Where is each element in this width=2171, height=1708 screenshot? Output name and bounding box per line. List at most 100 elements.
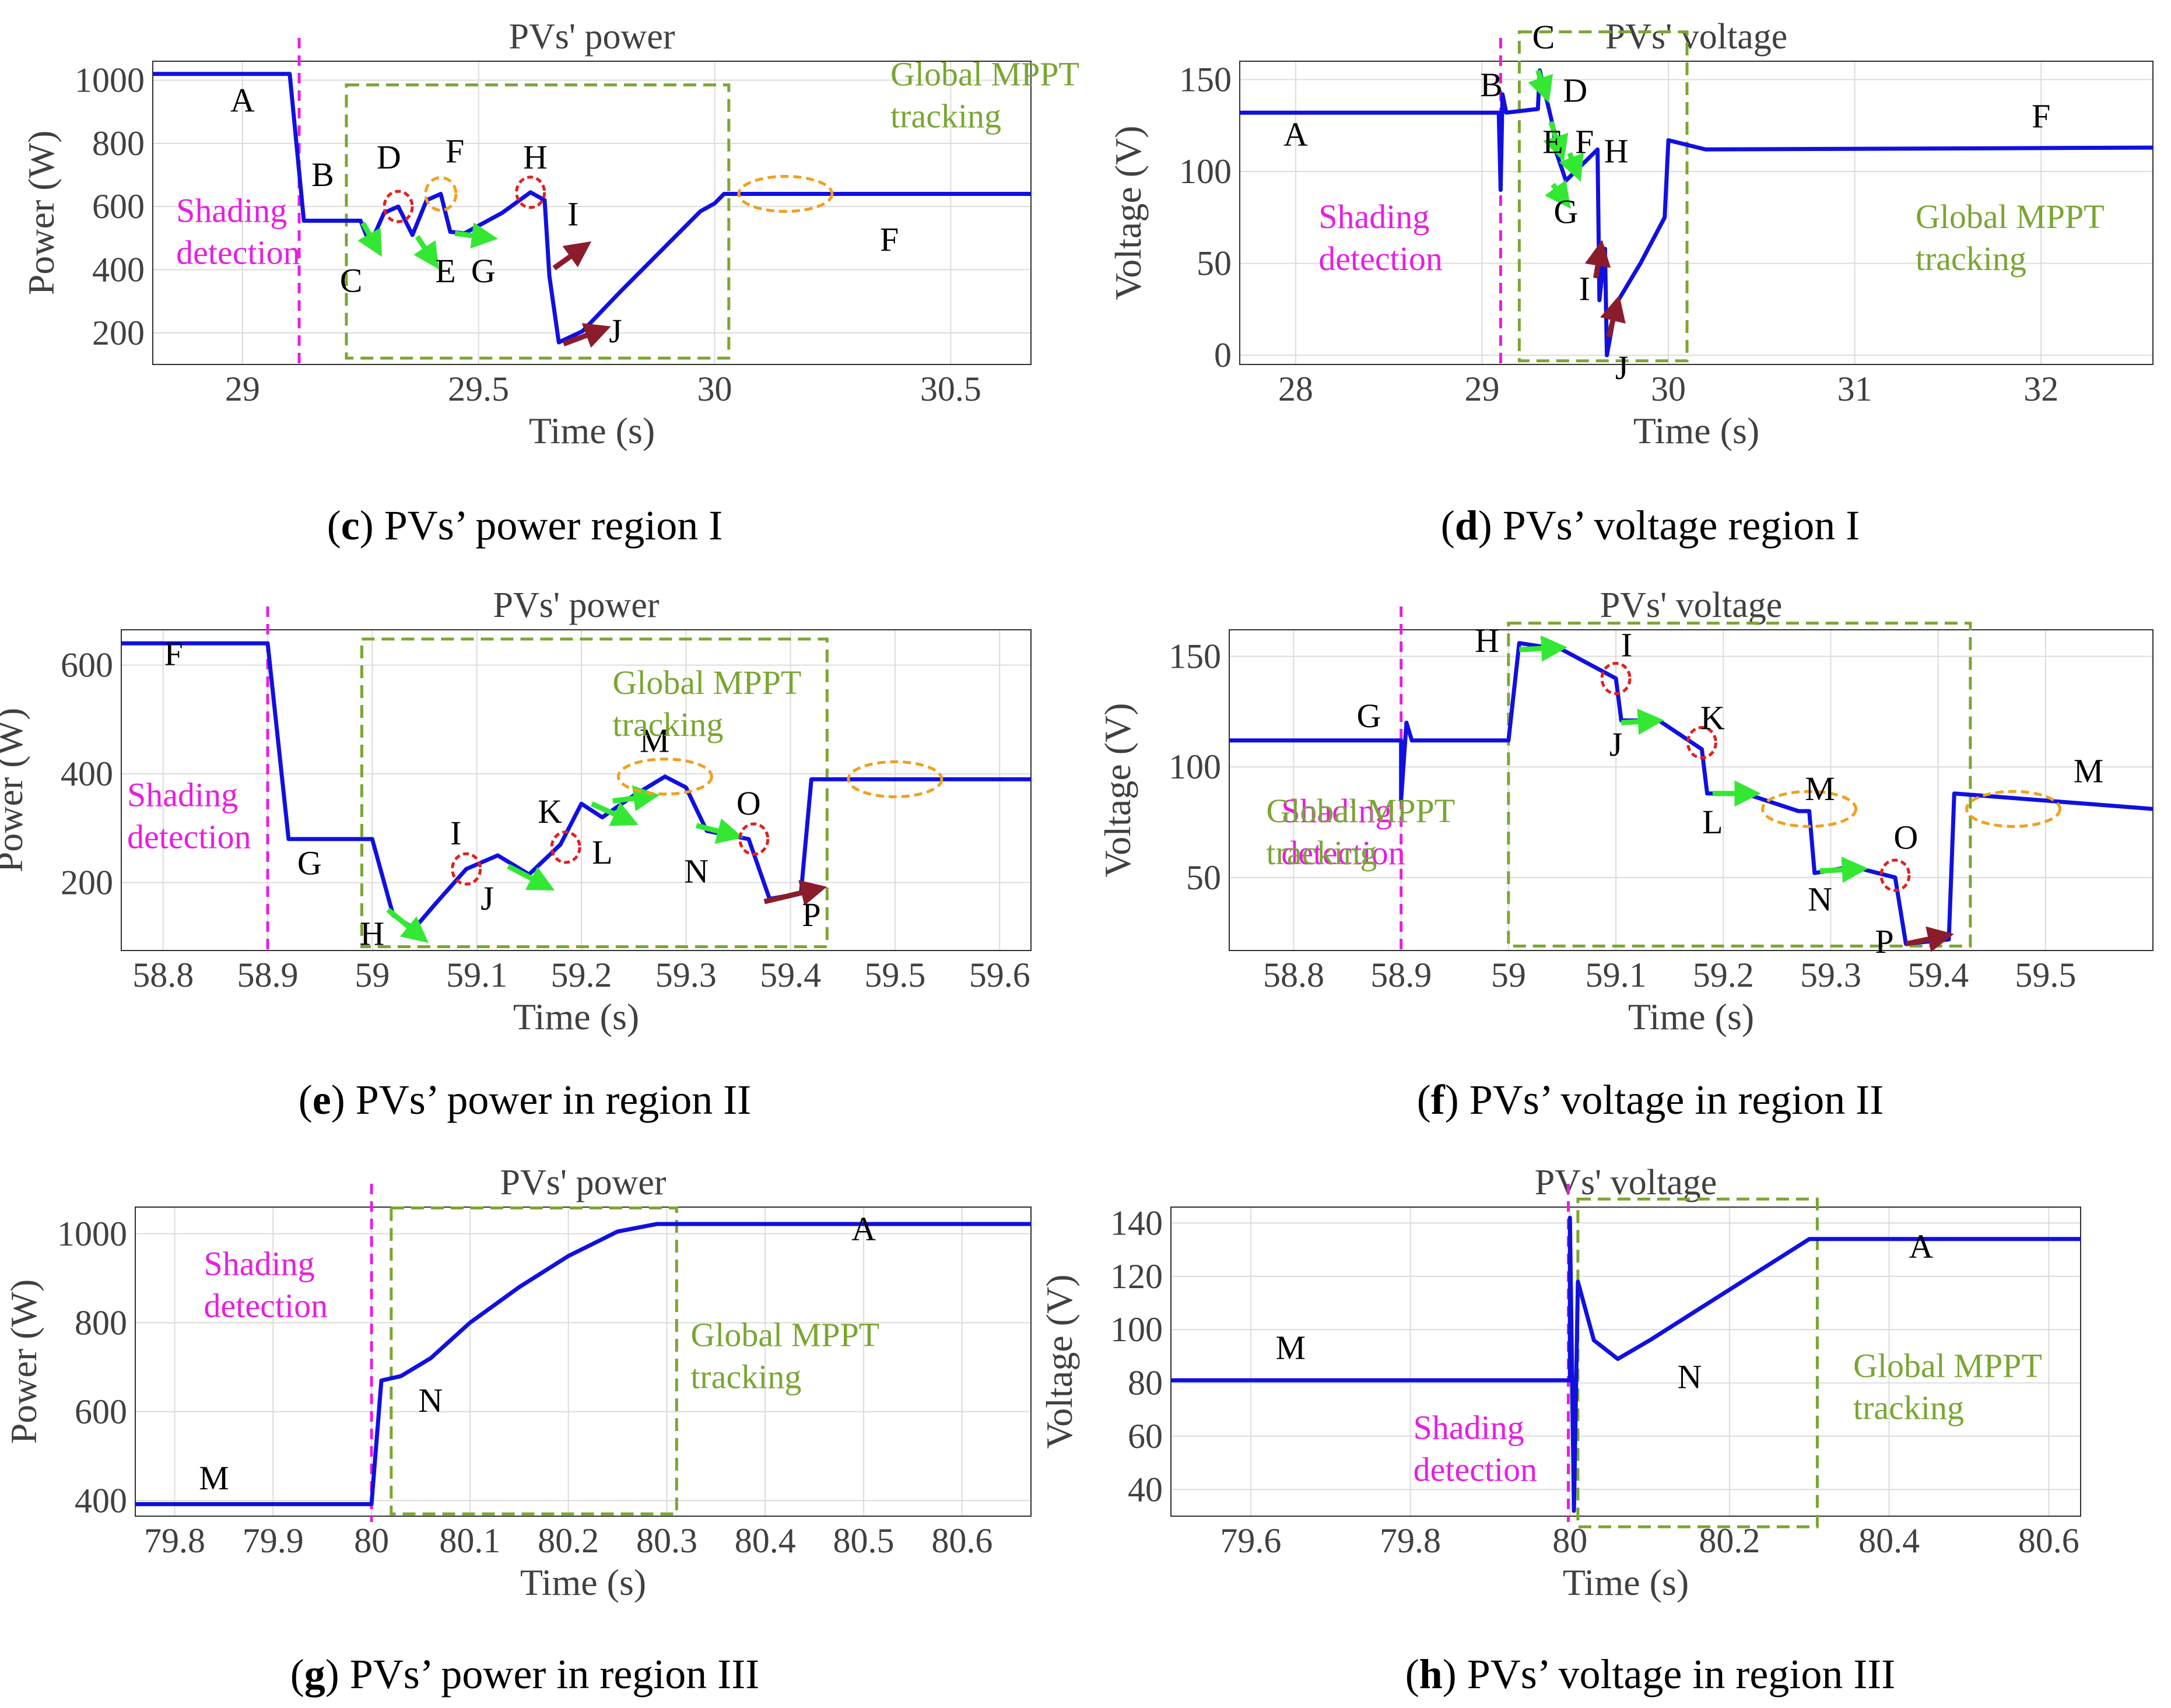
- y-tick-label: 600: [92, 187, 145, 226]
- x-tick-label: 80.5: [833, 1521, 895, 1560]
- shading-detection-label: Shading: [204, 1245, 315, 1283]
- data-line: [1229, 641, 2153, 946]
- point-label: E: [435, 252, 455, 290]
- orange-circle-marker: [424, 176, 458, 212]
- y-tick-label: 400: [61, 755, 113, 793]
- plot-frame: [121, 629, 1032, 951]
- y-tick-label: 100: [1110, 1310, 1163, 1349]
- green-arrow: [1819, 857, 1868, 883]
- x-tick-label: 59.1: [446, 956, 507, 994]
- x-tick-label: 32: [2023, 370, 2058, 408]
- point-label: L: [1702, 803, 1723, 841]
- red-circle-marker: [451, 852, 482, 886]
- point-label: I: [567, 195, 578, 233]
- green-arrow: [696, 818, 743, 844]
- green-arrow: [612, 785, 660, 812]
- green-arrow: [413, 235, 439, 269]
- orange-circle-marker: [1965, 790, 2062, 828]
- y-tick-label: 600: [75, 1393, 127, 1431]
- point-label: E: [1542, 123, 1563, 161]
- chart-title: PVs' power: [500, 1163, 667, 1202]
- x-tick-label: 29: [1464, 370, 1499, 408]
- data-line: [1171, 1215, 2081, 1513]
- point-label: G: [1356, 697, 1381, 735]
- point-label: H: [360, 915, 384, 953]
- chart-panel-c: 29 29.5 30 30.5 200 400 600 800 1000 Time (s) Powe…: [20, 17, 1079, 451]
- x-tick-label: 59: [355, 956, 390, 994]
- y-tick-label: 800: [92, 124, 145, 163]
- orange-circle-marker: [616, 757, 713, 796]
- y-tick-label: 1000: [75, 61, 145, 100]
- point-label: A: [1909, 1227, 1933, 1265]
- chart-panel-h: 79.6 79.8 80 80.2 80.4 80.6406080100120140Tim…: [1039, 1163, 2081, 1603]
- point-label: D: [1563, 71, 1587, 109]
- darkred-arrow: [1600, 294, 1626, 338]
- shading-detection-label: Shading: [176, 192, 287, 230]
- x-tick-label: 59.4: [1907, 956, 1969, 994]
- global-mppt-label: tracking: [1853, 1389, 1964, 1427]
- global-mppt-box: [390, 1207, 678, 1516]
- point-label: G: [471, 252, 496, 290]
- caption-panel-c: (c) PVs’ power region I: [327, 502, 723, 549]
- y-tick-label: 400: [92, 251, 145, 289]
- point-label: H: [1475, 622, 1499, 660]
- plot-frame: [1229, 629, 2154, 951]
- global-mppt-label: Global MPPT: [1266, 792, 1455, 830]
- green-arrow: [357, 222, 383, 257]
- y-tick-label: 50: [1186, 858, 1221, 897]
- shading-detection-label: detection: [127, 818, 251, 856]
- x-tick-label: 80.6: [2018, 1521, 2079, 1560]
- point-label: M: [2074, 752, 2104, 790]
- point-label: F: [1575, 123, 1594, 161]
- shading-detection-label: detection: [1318, 240, 1443, 278]
- red-circle-marker: [383, 190, 414, 223]
- caption-panel-e: (e) PVs’ power in region II: [298, 1076, 752, 1123]
- point-label: F: [880, 220, 899, 258]
- y-tick-label: 120: [1110, 1257, 1163, 1296]
- caption-panel-h: (h) PVs’ voltage in region III: [1405, 1651, 1896, 1698]
- point-label: A: [851, 1210, 876, 1248]
- green-arrow: [386, 907, 429, 944]
- x-tick-label: 80.2: [538, 1521, 599, 1560]
- green-arrow: [507, 864, 555, 890]
- point-label: F: [446, 132, 464, 170]
- y-tick-label: 200: [61, 863, 113, 902]
- y-tick-label: 50: [1197, 244, 1232, 283]
- x-tick-label: 80.6: [931, 1521, 992, 1560]
- point-label: D: [377, 138, 401, 176]
- point-label: L: [592, 833, 612, 871]
- plot-frame: [1170, 1207, 2081, 1517]
- global-mppt-label: tracking: [612, 706, 723, 743]
- point-label: P: [802, 896, 820, 934]
- global-mppt-label: Global MPPT: [612, 664, 801, 702]
- global-mppt-box: [1576, 1197, 1819, 1528]
- x-tick-label: 59.3: [1800, 956, 1861, 994]
- global-mppt-box: [1507, 622, 1972, 948]
- x-tick-label: 59.3: [655, 956, 717, 994]
- x-tick-label: 29: [225, 370, 260, 408]
- x-axis-label: Time (s): [529, 410, 655, 451]
- caption-panel-d: (d) PVs’ voltage region I: [1440, 502, 1860, 549]
- x-axis-label: Time (s): [520, 1562, 646, 1603]
- shading-detection-label: Shading: [127, 776, 238, 814]
- y-axis-label: Power (W): [20, 131, 62, 296]
- global-mppt-label: tracking: [1266, 834, 1377, 872]
- global-mppt-label: tracking: [690, 1358, 801, 1396]
- point-label: P: [1875, 923, 1893, 960]
- point-label: M: [1805, 770, 1835, 808]
- point-label: N: [418, 1381, 443, 1419]
- darkred-arrow: [1584, 240, 1611, 279]
- green-arrow: [1543, 121, 1569, 162]
- orange-circle-marker: [847, 760, 944, 798]
- shading-detection-label: detection: [1414, 1451, 1538, 1489]
- point-label: K: [538, 792, 562, 830]
- data-line: [135, 1222, 1031, 1506]
- global-mppt-label: Global MPPT: [890, 55, 1079, 93]
- plot-frame: [1239, 61, 2154, 365]
- point-label: H: [523, 138, 548, 176]
- x-tick-label: 59.6: [969, 956, 1030, 994]
- point-label: N: [1808, 881, 1832, 918]
- red-circle-marker: [515, 176, 546, 209]
- point-label: M: [1275, 1328, 1306, 1366]
- green-arrow: [1528, 69, 1553, 103]
